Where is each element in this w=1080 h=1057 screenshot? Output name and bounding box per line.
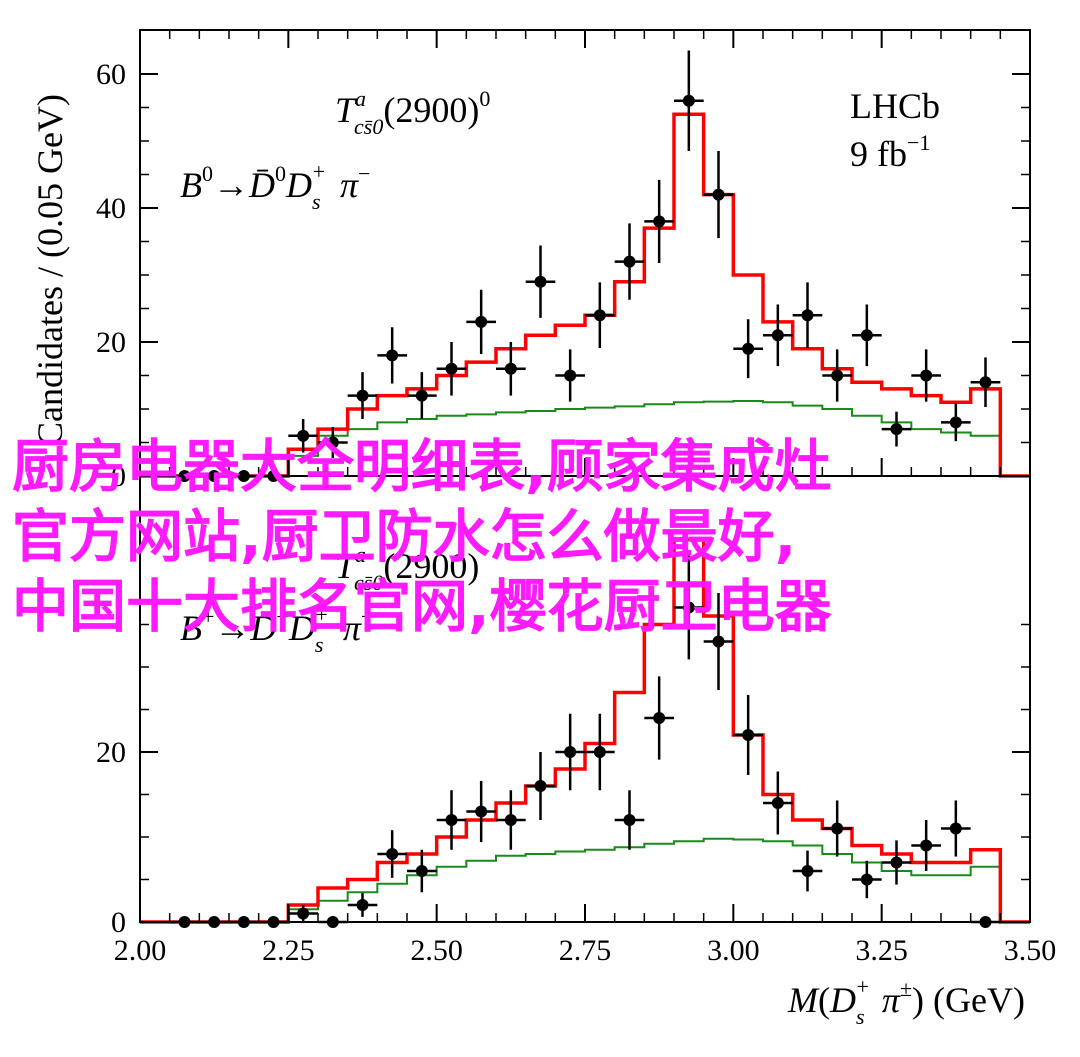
data-point — [386, 848, 399, 860]
data-point — [860, 329, 873, 342]
data-point — [920, 369, 933, 382]
data-point — [445, 362, 458, 375]
data-point — [920, 839, 933, 852]
data-point — [356, 389, 369, 402]
data-point — [682, 601, 695, 614]
data-point — [326, 436, 339, 449]
data-point — [771, 329, 784, 342]
x-tick-label: 3.25 — [855, 934, 908, 967]
total-fit-histogram — [140, 537, 1030, 924]
data-point — [712, 188, 725, 201]
data-point — [712, 635, 725, 648]
data-point — [534, 275, 547, 288]
background-histogram — [140, 399, 1030, 477]
data-point — [653, 712, 666, 724]
data-point — [979, 376, 992, 389]
data-point — [742, 729, 755, 741]
data-point — [742, 342, 755, 355]
data-point — [445, 814, 458, 826]
y-axis-title: Candidates / (0.05 GeV) — [30, 94, 70, 446]
x-tick-label: 3.50 — [1004, 934, 1057, 967]
data-point — [890, 856, 903, 869]
data-point — [475, 805, 488, 818]
x-tick-label: 2.75 — [559, 934, 612, 967]
bottom-state-label: Ta cs̄0(2900) — [335, 542, 479, 595]
data-point — [831, 822, 844, 835]
y-tick-label: 0 — [111, 460, 126, 493]
data-point — [415, 389, 428, 402]
data-point — [801, 309, 814, 322]
data-point — [593, 746, 606, 758]
x-tick-label: 2.25 — [262, 934, 315, 967]
data-point — [593, 309, 606, 322]
experiment-label: LHCb — [850, 86, 940, 126]
data-point — [949, 822, 962, 835]
x-tick-label: 3.00 — [707, 934, 760, 967]
data-point — [564, 369, 577, 382]
data-point — [564, 746, 577, 758]
y-tick-label: 20 — [96, 326, 126, 359]
y-tick-label: 60 — [96, 58, 126, 91]
data-point — [297, 907, 310, 920]
x-tick-label: 2.50 — [410, 934, 463, 967]
data-point — [831, 369, 844, 382]
top-panel: 0 20 40 60 — [96, 50, 1030, 493]
data-point — [504, 814, 517, 826]
x-axis-title: M(Ds+ π±) (GeV) — [787, 974, 1025, 1029]
data-point — [801, 865, 814, 877]
data-point — [534, 780, 547, 792]
data-point — [949, 416, 962, 429]
bottom-decay-label: B+→D−Ds+ π+ — [180, 602, 373, 657]
data-point — [475, 315, 488, 328]
overlay-line-2: 官方网站,厨卫防水怎么做最好, — [12, 504, 797, 570]
data-point — [653, 215, 666, 228]
data-point — [415, 865, 428, 877]
y-tick-label: 20 — [96, 736, 126, 769]
overlay-text: 厨房电器大全明细表,顾家集成灶 官方网站,厨卫防水怎么做最好, 中国十大排名官网… — [0, 432, 1080, 642]
overlay-line-1: 厨房电器大全明细表,顾家集成灶 — [12, 434, 832, 500]
data-point — [386, 349, 399, 362]
data-point — [356, 899, 369, 911]
x-tick-label: 2.00 — [114, 934, 167, 967]
y-tick-label: 0 — [111, 906, 126, 939]
overlay-line-3: 中国十大排名官网,樱花厨卫电器 — [12, 574, 832, 640]
data-point — [771, 797, 784, 809]
data-point — [890, 423, 903, 436]
data-point — [504, 362, 517, 375]
y-tick-label: 40 — [96, 192, 126, 225]
total-fit-histogram — [140, 112, 1030, 478]
top-decay-label: B0→D̄0Ds+ π− — [180, 159, 370, 214]
state-label: Ta cs̄0(2900)0 — [335, 86, 490, 139]
luminosity-label: 9 fb−1 — [850, 130, 930, 174]
data-point — [860, 873, 873, 886]
data-point — [297, 429, 310, 442]
data-point — [623, 814, 636, 826]
data-point — [623, 255, 636, 268]
data-point — [682, 94, 695, 107]
